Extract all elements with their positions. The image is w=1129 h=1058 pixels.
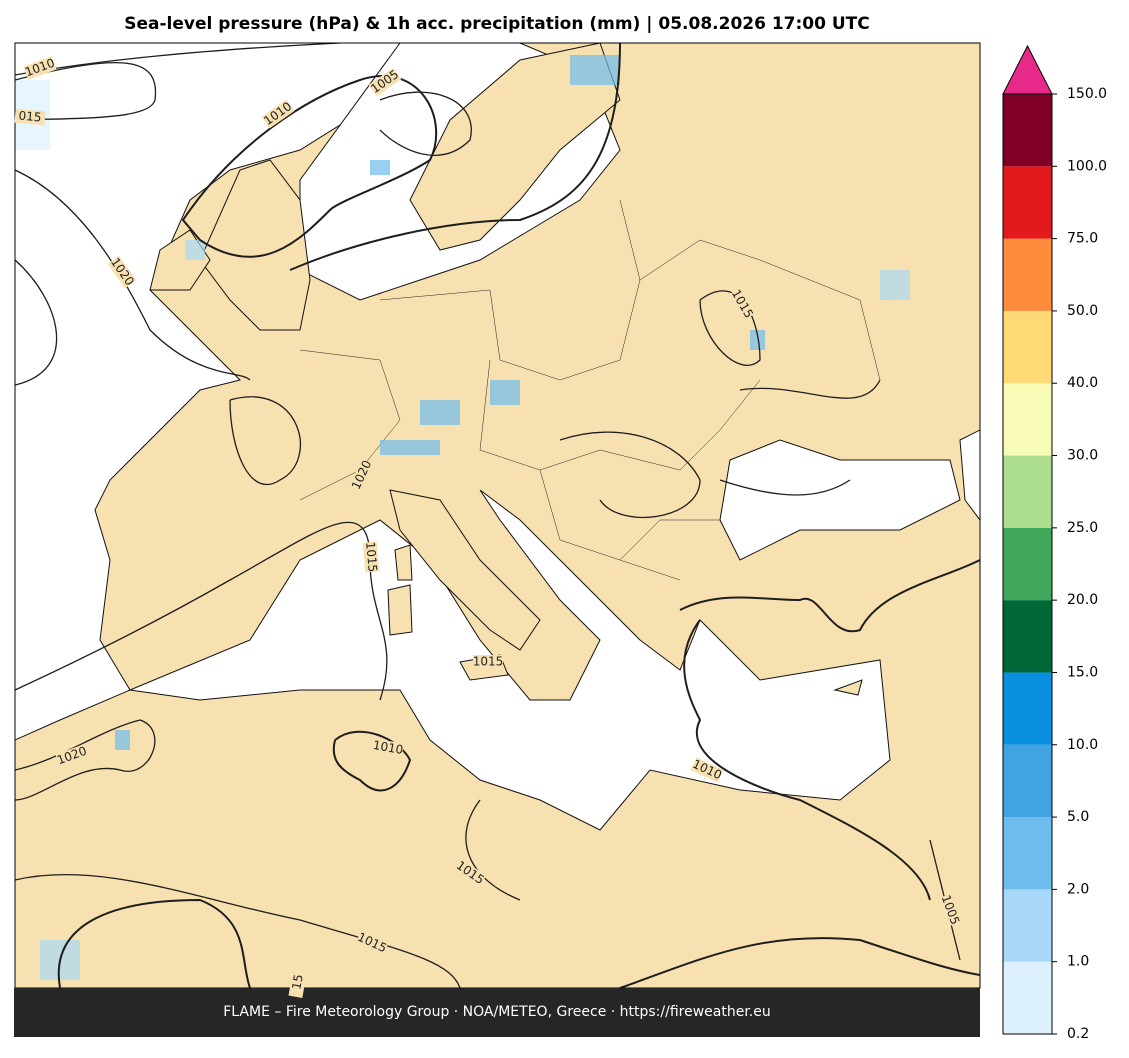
contour-label-bg [349,458,375,492]
colorbar-tick-label: 15.0 [1067,664,1098,680]
contour-label-bg [473,655,503,669]
colorbar-tick-label: 5.0 [1067,809,1089,825]
colorbar-segment [1003,600,1052,673]
contour-label-bg [23,56,57,80]
colorbar-tick-label: 20.0 [1067,592,1098,608]
colorbar-tick-label: 25.0 [1067,520,1098,536]
contour-label: 15 [289,973,305,990]
colorbar-segment [1003,744,1052,818]
colorbar-frame [1002,93,1053,1035]
contour-label-bg [690,757,724,783]
map [15,43,980,988]
colorbar-segment [1003,527,1052,601]
colorbar-tick-label: 0.2 [1067,1026,1089,1042]
colorbar-segment [1003,889,1052,962]
borders [299,199,881,581]
colorbar-segment [1003,310,1052,384]
colorbar-segment [1003,672,1052,745]
colorbar-tick-label: 1.0 [1067,954,1089,970]
colorbar-segment [1003,961,1052,1034]
contour-label-bg [453,858,487,888]
contour-label-bg [14,108,46,126]
contour-label-bg [55,744,89,768]
contour-label-bg [355,930,389,956]
colorbar-segment [1003,94,1052,167]
colorbar-tick-label: 75.0 [1067,231,1098,247]
contour-label: 1010 [372,738,405,757]
isobars [15,43,980,988]
colorbar-segment [1003,383,1052,456]
colorbar-tick-label: 10.0 [1067,737,1098,753]
colorbar-tick-label: 30.0 [1067,448,1098,464]
colorbar-tick-label: 40.0 [1067,375,1098,391]
contour-label-bg [362,541,380,573]
colorbar-tick-label: 50.0 [1067,303,1098,319]
footer: FLAME – Fire Meteorology Group · NOA/MET… [223,1004,771,1020]
colorbar-extend [1002,44,1053,95]
precipitation [15,55,910,980]
colorbar-tick-label: 100.0 [1067,158,1107,174]
contour-label: 015 [18,109,42,125]
colorbar-tick-label: 2.0 [1067,881,1089,897]
contour-label-bg [938,893,962,927]
colorbar-segment [1003,238,1052,311]
contour-label-bg [368,67,402,97]
contour-label-bg [728,287,756,321]
title: Sea-level pressure (hPa) & 1h acc. preci… [124,14,870,34]
contour-label-bg [288,966,308,998]
contour-label-bg [107,255,137,289]
colorbar-tick-label: 150.0 [1067,86,1107,102]
colorbar-segment [1003,817,1052,890]
colorbar-segment [1003,166,1052,239]
colorbar-segment [1003,455,1052,528]
contour-label: 1015 [363,541,380,573]
contour-label: 1015 [473,655,504,669]
footer-bar [14,988,980,1037]
contour-label-bg [372,738,404,758]
contour-label-bg [261,99,295,129]
